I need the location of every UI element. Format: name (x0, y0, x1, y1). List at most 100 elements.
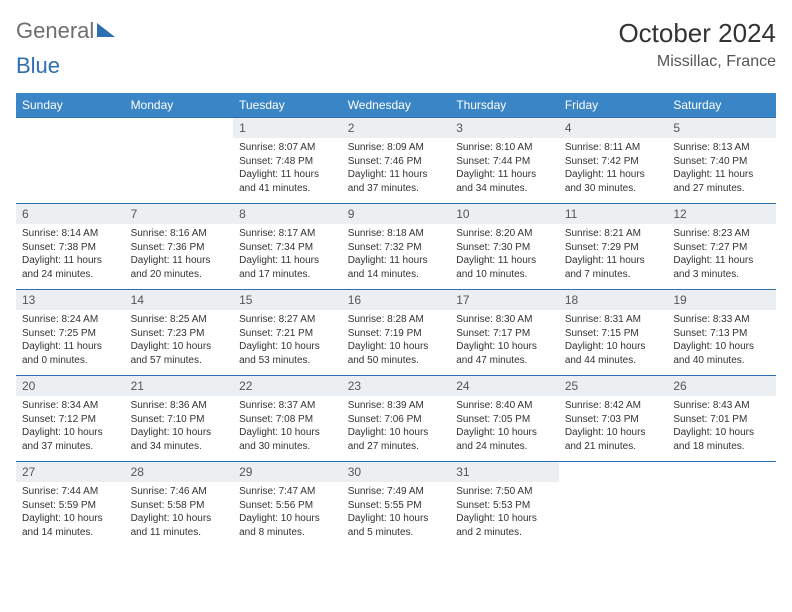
day-details: Sunrise: 8:39 AMSunset: 7:06 PMDaylight:… (342, 396, 451, 457)
day-number: 4 (559, 118, 668, 138)
day-number: 5 (667, 118, 776, 138)
column-header: Friday (559, 93, 668, 118)
calendar-cell: 16Sunrise: 8:28 AMSunset: 7:19 PMDayligh… (342, 290, 451, 376)
day-details: Sunrise: 8:21 AMSunset: 7:29 PMDaylight:… (559, 224, 668, 285)
calendar-cell: 3Sunrise: 8:10 AMSunset: 7:44 PMDaylight… (450, 118, 559, 204)
day-details: Sunrise: 8:17 AMSunset: 7:34 PMDaylight:… (233, 224, 342, 285)
location-label: Missillac, France (618, 53, 776, 71)
day-details: Sunrise: 8:37 AMSunset: 7:08 PMDaylight:… (233, 396, 342, 457)
day-number: 30 (342, 462, 451, 482)
calendar-row: 27Sunrise: 7:44 AMSunset: 5:59 PMDayligh… (16, 462, 776, 548)
day-details: Sunrise: 7:49 AMSunset: 5:55 PMDaylight:… (342, 482, 451, 543)
day-details: Sunrise: 8:07 AMSunset: 7:48 PMDaylight:… (233, 138, 342, 199)
day-details: Sunrise: 8:24 AMSunset: 7:25 PMDaylight:… (16, 310, 125, 371)
day-number: 8 (233, 204, 342, 224)
day-details: Sunrise: 8:23 AMSunset: 7:27 PMDaylight:… (667, 224, 776, 285)
day-number: 21 (125, 376, 234, 396)
calendar-cell: 23Sunrise: 8:39 AMSunset: 7:06 PMDayligh… (342, 376, 451, 462)
calendar-cell (559, 462, 668, 548)
day-details: Sunrise: 8:33 AMSunset: 7:13 PMDaylight:… (667, 310, 776, 371)
calendar-cell: 15Sunrise: 8:27 AMSunset: 7:21 PMDayligh… (233, 290, 342, 376)
column-header: Monday (125, 93, 234, 118)
logo-text-general: General (16, 18, 94, 44)
calendar-cell: 11Sunrise: 8:21 AMSunset: 7:29 PMDayligh… (559, 204, 668, 290)
day-number: 15 (233, 290, 342, 310)
calendar-cell (16, 118, 125, 204)
calendar-cell: 27Sunrise: 7:44 AMSunset: 5:59 PMDayligh… (16, 462, 125, 548)
day-details: Sunrise: 8:20 AMSunset: 7:30 PMDaylight:… (450, 224, 559, 285)
calendar-cell (125, 118, 234, 204)
day-number: 10 (450, 204, 559, 224)
calendar-cell: 9Sunrise: 8:18 AMSunset: 7:32 PMDaylight… (342, 204, 451, 290)
day-details: Sunrise: 7:47 AMSunset: 5:56 PMDaylight:… (233, 482, 342, 543)
day-details: Sunrise: 8:27 AMSunset: 7:21 PMDaylight:… (233, 310, 342, 371)
page-title: October 2024 (618, 18, 776, 49)
day-number: 16 (342, 290, 451, 310)
calendar-cell: 7Sunrise: 8:16 AMSunset: 7:36 PMDaylight… (125, 204, 234, 290)
calendar-cell: 18Sunrise: 8:31 AMSunset: 7:15 PMDayligh… (559, 290, 668, 376)
day-details: Sunrise: 8:10 AMSunset: 7:44 PMDaylight:… (450, 138, 559, 199)
day-details: Sunrise: 8:14 AMSunset: 7:38 PMDaylight:… (16, 224, 125, 285)
day-number: 22 (233, 376, 342, 396)
calendar-cell: 14Sunrise: 8:25 AMSunset: 7:23 PMDayligh… (125, 290, 234, 376)
day-details: Sunrise: 8:36 AMSunset: 7:10 PMDaylight:… (125, 396, 234, 457)
calendar-cell: 31Sunrise: 7:50 AMSunset: 5:53 PMDayligh… (450, 462, 559, 548)
calendar-cell: 20Sunrise: 8:34 AMSunset: 7:12 PMDayligh… (16, 376, 125, 462)
logo-triangle-icon (97, 23, 115, 37)
calendar-cell: 29Sunrise: 7:47 AMSunset: 5:56 PMDayligh… (233, 462, 342, 548)
day-number: 25 (559, 376, 668, 396)
day-details: Sunrise: 8:43 AMSunset: 7:01 PMDaylight:… (667, 396, 776, 457)
calendar-cell: 17Sunrise: 8:30 AMSunset: 7:17 PMDayligh… (450, 290, 559, 376)
calendar-cell: 25Sunrise: 8:42 AMSunset: 7:03 PMDayligh… (559, 376, 668, 462)
calendar-cell: 6Sunrise: 8:14 AMSunset: 7:38 PMDaylight… (16, 204, 125, 290)
calendar-cell: 24Sunrise: 8:40 AMSunset: 7:05 PMDayligh… (450, 376, 559, 462)
day-number: 29 (233, 462, 342, 482)
day-number: 6 (16, 204, 125, 224)
day-details: Sunrise: 8:40 AMSunset: 7:05 PMDaylight:… (450, 396, 559, 457)
day-number: 23 (342, 376, 451, 396)
calendar-cell: 19Sunrise: 8:33 AMSunset: 7:13 PMDayligh… (667, 290, 776, 376)
day-details: Sunrise: 8:09 AMSunset: 7:46 PMDaylight:… (342, 138, 451, 199)
calendar-cell: 13Sunrise: 8:24 AMSunset: 7:25 PMDayligh… (16, 290, 125, 376)
day-number: 26 (667, 376, 776, 396)
day-number: 1 (233, 118, 342, 138)
calendar-cell: 8Sunrise: 8:17 AMSunset: 7:34 PMDaylight… (233, 204, 342, 290)
day-details: Sunrise: 8:25 AMSunset: 7:23 PMDaylight:… (125, 310, 234, 371)
column-header: Wednesday (342, 93, 451, 118)
calendar-cell: 2Sunrise: 8:09 AMSunset: 7:46 PMDaylight… (342, 118, 451, 204)
calendar-row: 1Sunrise: 8:07 AMSunset: 7:48 PMDaylight… (16, 118, 776, 204)
day-number: 31 (450, 462, 559, 482)
calendar-cell: 22Sunrise: 8:37 AMSunset: 7:08 PMDayligh… (233, 376, 342, 462)
calendar-table: SundayMondayTuesdayWednesdayThursdayFrid… (16, 93, 776, 548)
day-number: 3 (450, 118, 559, 138)
day-number: 17 (450, 290, 559, 310)
day-number: 12 (667, 204, 776, 224)
day-details: Sunrise: 7:44 AMSunset: 5:59 PMDaylight:… (16, 482, 125, 543)
day-details: Sunrise: 8:18 AMSunset: 7:32 PMDaylight:… (342, 224, 451, 285)
day-number: 11 (559, 204, 668, 224)
day-number: 27 (16, 462, 125, 482)
day-details: Sunrise: 8:31 AMSunset: 7:15 PMDaylight:… (559, 310, 668, 371)
day-details: Sunrise: 7:50 AMSunset: 5:53 PMDaylight:… (450, 482, 559, 543)
column-header: Tuesday (233, 93, 342, 118)
day-number: 24 (450, 376, 559, 396)
day-number: 20 (16, 376, 125, 396)
day-details: Sunrise: 8:34 AMSunset: 7:12 PMDaylight:… (16, 396, 125, 457)
calendar-cell: 4Sunrise: 8:11 AMSunset: 7:42 PMDaylight… (559, 118, 668, 204)
day-number: 13 (16, 290, 125, 310)
day-number: 14 (125, 290, 234, 310)
day-details: Sunrise: 8:11 AMSunset: 7:42 PMDaylight:… (559, 138, 668, 199)
day-details: Sunrise: 8:13 AMSunset: 7:40 PMDaylight:… (667, 138, 776, 199)
day-details: Sunrise: 8:16 AMSunset: 7:36 PMDaylight:… (125, 224, 234, 285)
calendar-row: 20Sunrise: 8:34 AMSunset: 7:12 PMDayligh… (16, 376, 776, 462)
calendar-cell (667, 462, 776, 548)
day-details: Sunrise: 8:30 AMSunset: 7:17 PMDaylight:… (450, 310, 559, 371)
calendar-cell: 5Sunrise: 8:13 AMSunset: 7:40 PMDaylight… (667, 118, 776, 204)
calendar-cell: 10Sunrise: 8:20 AMSunset: 7:30 PMDayligh… (450, 204, 559, 290)
day-number: 2 (342, 118, 451, 138)
title-block: October 2024 Missillac, France (618, 18, 776, 71)
calendar-row: 13Sunrise: 8:24 AMSunset: 7:25 PMDayligh… (16, 290, 776, 376)
calendar-cell: 26Sunrise: 8:43 AMSunset: 7:01 PMDayligh… (667, 376, 776, 462)
day-number: 28 (125, 462, 234, 482)
day-details: Sunrise: 8:28 AMSunset: 7:19 PMDaylight:… (342, 310, 451, 371)
